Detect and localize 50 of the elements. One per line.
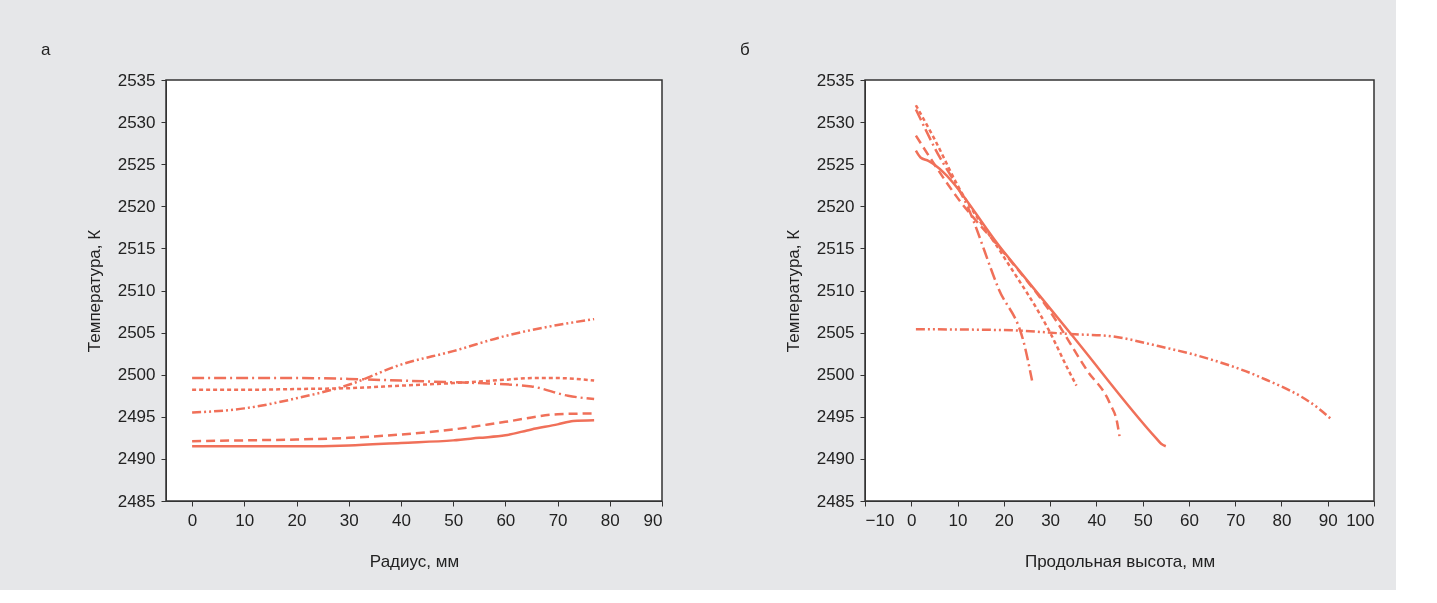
x-tick-label: 0 bbox=[907, 510, 917, 530]
x-tick-label: 30 bbox=[1041, 510, 1061, 530]
y-tick-label: 2510 bbox=[117, 281, 156, 300]
y-tick-label: 2495 bbox=[117, 407, 156, 427]
x-tick-label: 30 bbox=[339, 510, 359, 530]
y-tick-label: 2535 bbox=[117, 70, 156, 90]
x-tick-label: 20 bbox=[994, 510, 1014, 530]
y-tick-label: 2500 bbox=[117, 365, 156, 385]
x-tick-label: 60 bbox=[1179, 510, 1199, 530]
y-axis-title: Температура, К bbox=[783, 229, 803, 353]
y-tick-label: 2510 bbox=[816, 281, 855, 300]
x-tick-label: 20 bbox=[287, 510, 307, 530]
y-tick-label: 2500 bbox=[816, 365, 855, 385]
x-tick-label: 80 bbox=[1272, 510, 1292, 530]
x-tick-label: 10 bbox=[948, 510, 968, 530]
x-tick-label: 0 bbox=[187, 510, 198, 530]
x-tick-label: 100 bbox=[1346, 510, 1375, 530]
y-tick-label: 2525 bbox=[117, 154, 156, 174]
x-tick-label: 70 bbox=[1226, 510, 1246, 530]
x-tick-label: 60 bbox=[496, 510, 516, 530]
x-tick-label: 90 bbox=[643, 510, 663, 530]
y-tick-label: 2490 bbox=[816, 449, 855, 469]
y-tick-label: 2485 bbox=[816, 491, 855, 511]
y-tick-label: 2520 bbox=[117, 196, 156, 216]
y-tick-label: 2530 bbox=[117, 112, 156, 132]
x-tick-label: 40 bbox=[391, 510, 411, 530]
x-tick-label: 50 bbox=[1133, 510, 1153, 530]
x-tick-label: 50 bbox=[444, 510, 464, 530]
x-tick-label: 70 bbox=[548, 510, 568, 530]
y-axis-title: Температура, К bbox=[84, 229, 104, 353]
x-tick-label: 40 bbox=[1087, 510, 1107, 530]
x-axis-title: Радиус, мм bbox=[369, 551, 460, 571]
y-tick-label: 2505 bbox=[117, 323, 156, 343]
y-tick-label: 2535 bbox=[816, 70, 855, 90]
y-tick-label: 2515 bbox=[816, 238, 855, 258]
x-tick-label: 90 bbox=[1318, 510, 1338, 530]
y-tick-label: 2525 bbox=[816, 154, 855, 174]
y-tick-label: 2530 bbox=[816, 112, 855, 132]
x-tick-label: 10 bbox=[235, 510, 255, 530]
y-tick-label: 2520 bbox=[816, 196, 855, 216]
y-tick-label: 2485 bbox=[117, 491, 156, 511]
chart-title: б bbox=[740, 40, 750, 59]
x-tick-label: 80 bbox=[600, 510, 620, 530]
y-tick-label: 2515 bbox=[117, 238, 156, 258]
y-tick-label: 2505 bbox=[816, 323, 855, 343]
chart-title: а bbox=[41, 40, 51, 59]
x-tick-label: −10 bbox=[865, 510, 895, 530]
y-tick-label: 2490 bbox=[117, 449, 156, 469]
x-axis-title: Продольная высота, мм bbox=[1024, 551, 1216, 571]
y-tick-label: 2495 bbox=[816, 407, 855, 427]
